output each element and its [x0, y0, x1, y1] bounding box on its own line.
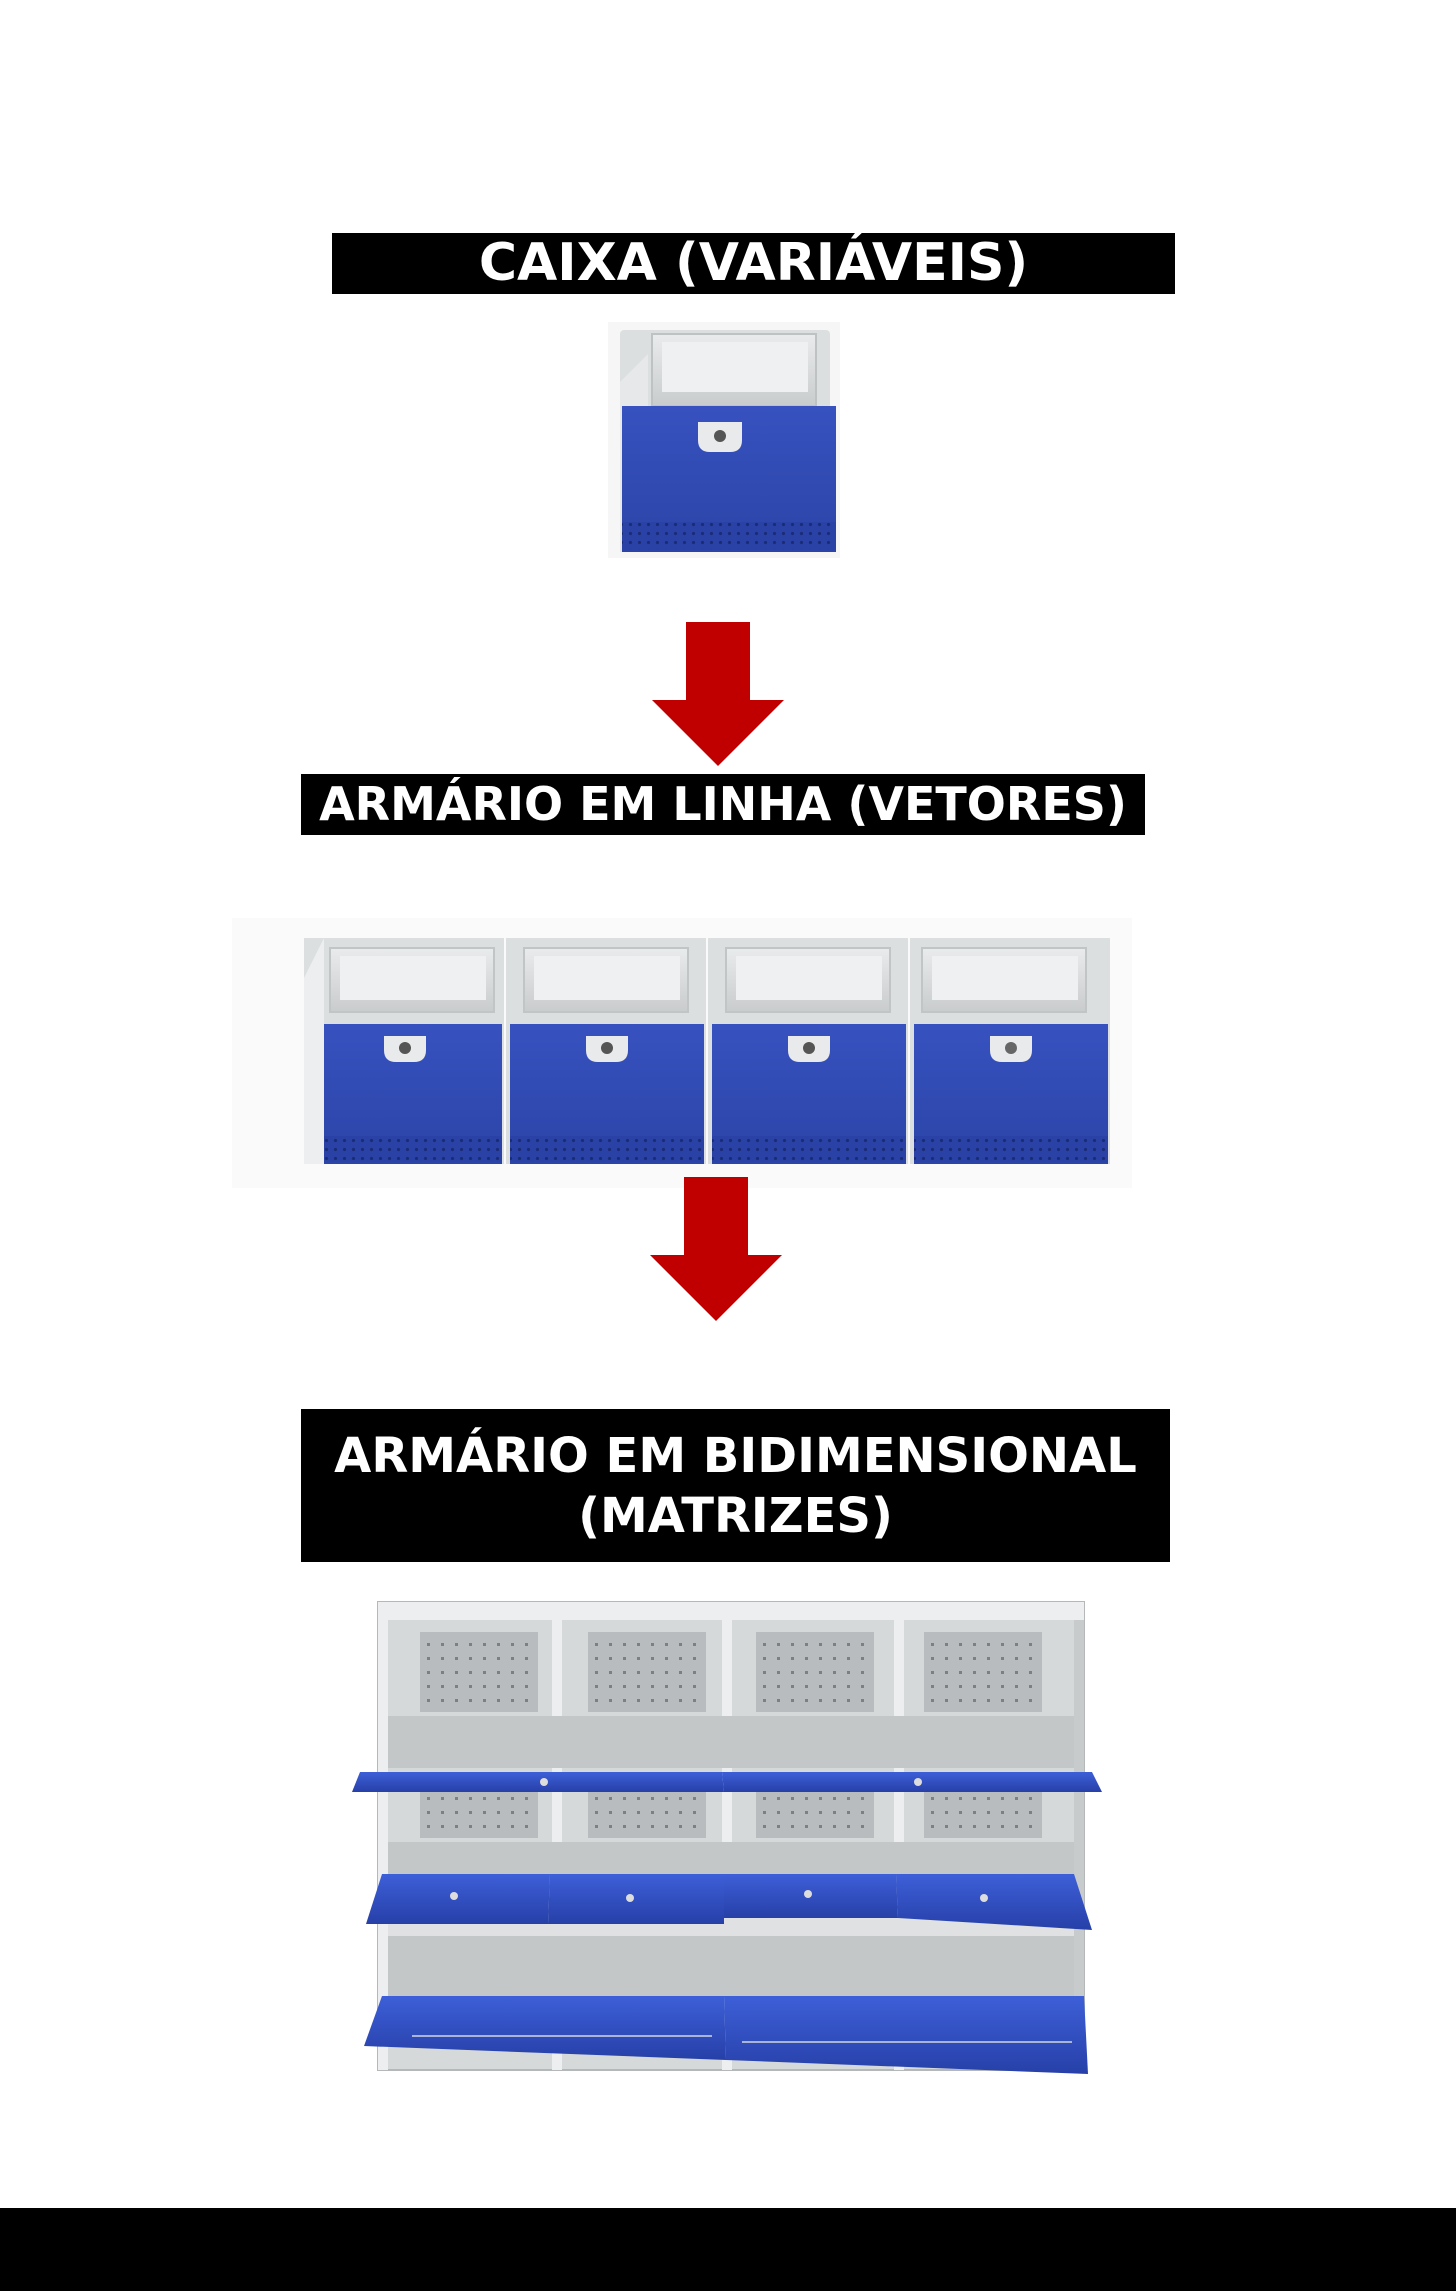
locker-grid-open-image	[352, 1596, 1112, 2080]
locker-row-image	[232, 918, 1132, 1188]
stage-title-line: (MATRIZES)	[578, 1487, 893, 1544]
arrow-down-icon	[650, 1177, 782, 1321]
stage-title-box: ARMÁRIO EM BIDIMENSIONAL (MATRIZES)	[301, 1409, 1170, 1562]
arrow-down-icon	[652, 622, 784, 766]
stage-title-line: ARMÁRIO EM BIDIMENSIONAL	[334, 1427, 1137, 1484]
stage-title-box: ARMÁRIO EM LINHA (VETORES)	[301, 774, 1145, 835]
single-locker-box-image	[608, 322, 840, 558]
stage-title-box: CAIXA (VARIÁVEIS)	[332, 233, 1175, 294]
footer-bar	[0, 2208, 1456, 2291]
